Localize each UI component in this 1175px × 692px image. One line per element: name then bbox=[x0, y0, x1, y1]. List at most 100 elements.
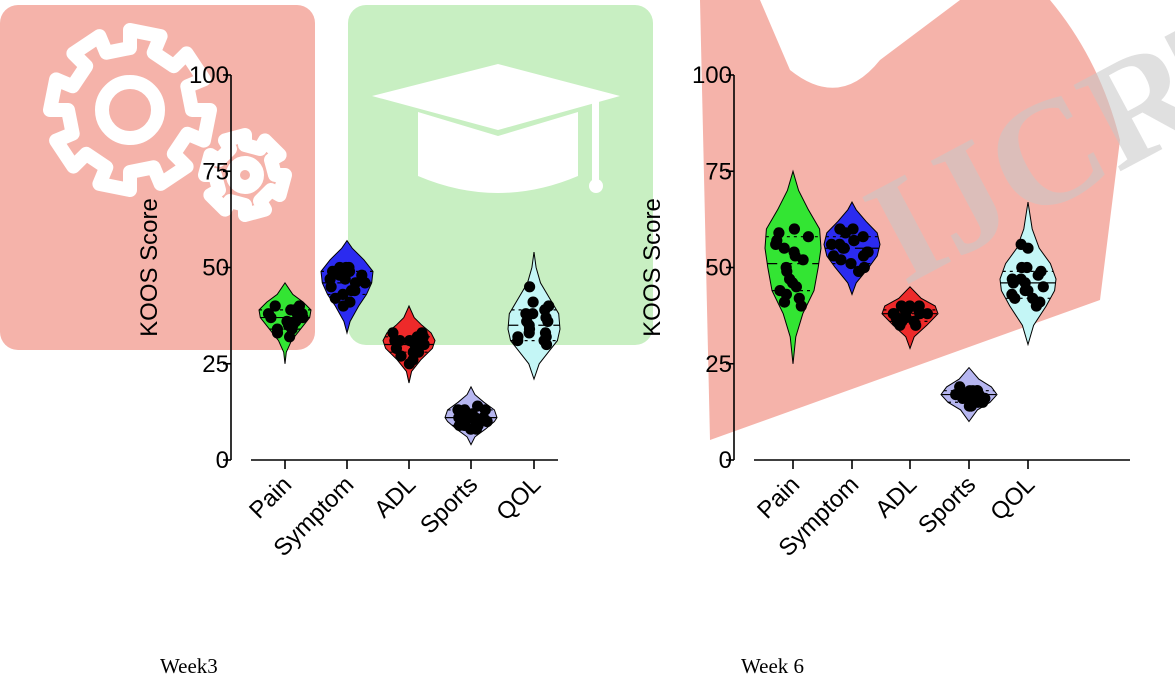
data-point bbox=[271, 323, 283, 335]
violin-shape bbox=[999, 202, 1057, 347]
data-point bbox=[1015, 273, 1027, 285]
data-point bbox=[293, 300, 305, 312]
y-tick-label: 100 bbox=[189, 62, 229, 89]
data-point bbox=[512, 331, 524, 343]
data-point bbox=[778, 242, 790, 254]
data-point bbox=[788, 246, 800, 258]
data-point bbox=[1021, 261, 1033, 274]
data-point bbox=[891, 315, 903, 327]
data-point bbox=[1035, 265, 1047, 277]
y-tick-label: 75 bbox=[705, 158, 732, 185]
data-point bbox=[858, 261, 870, 274]
data-point bbox=[540, 338, 553, 351]
watermark-red-panel-right bbox=[700, 0, 1120, 440]
watermark-green-panel bbox=[348, 5, 653, 345]
data-point bbox=[1019, 285, 1031, 297]
data-point bbox=[394, 335, 406, 347]
data-point bbox=[773, 227, 785, 239]
x-tick-label-qol: QOL bbox=[985, 471, 1040, 526]
x-tick-label-sports: Sports bbox=[415, 471, 483, 539]
data-point bbox=[527, 296, 539, 308]
data-point bbox=[337, 288, 349, 300]
data-point bbox=[1037, 281, 1049, 293]
data-point bbox=[787, 277, 799, 289]
violin-pain bbox=[764, 169, 822, 364]
data-point bbox=[262, 308, 275, 320]
x-tick-label-pain: Pain bbox=[752, 471, 805, 524]
data-point bbox=[408, 346, 421, 358]
violin-symptom bbox=[823, 201, 881, 296]
watermark-red-panel-left bbox=[0, 5, 315, 350]
caption-week3: Week3 bbox=[160, 654, 218, 678]
data-point bbox=[539, 327, 552, 339]
violin-adl bbox=[382, 304, 436, 384]
gear-icon bbox=[43, 23, 217, 197]
data-point bbox=[780, 288, 792, 300]
data-point bbox=[1015, 238, 1027, 250]
data-point bbox=[904, 300, 916, 312]
violin-symptom bbox=[320, 239, 374, 335]
graduation-cap-icon bbox=[372, 64, 620, 193]
data-point bbox=[971, 385, 983, 397]
data-point bbox=[954, 381, 966, 393]
data-point bbox=[834, 223, 846, 235]
data-point bbox=[834, 238, 846, 250]
data-point bbox=[857, 231, 869, 243]
data-point bbox=[520, 308, 532, 320]
data-point bbox=[344, 296, 356, 308]
data-point bbox=[895, 300, 907, 312]
data-point bbox=[356, 269, 368, 281]
y-tick-label: 50 bbox=[202, 255, 229, 282]
data-point bbox=[913, 300, 925, 312]
y-tick-label: 50 bbox=[705, 255, 732, 282]
y-axis-label: KOOS Score bbox=[639, 198, 666, 337]
data-point bbox=[345, 285, 357, 297]
data-point bbox=[339, 273, 351, 285]
violin-shape bbox=[764, 169, 822, 364]
data-point bbox=[543, 300, 555, 312]
y-tick-label: 0 bbox=[719, 447, 732, 474]
violin-qol bbox=[507, 252, 561, 381]
data-point bbox=[285, 304, 297, 316]
x-tick-label-adl: ADL bbox=[369, 471, 421, 523]
data-point bbox=[472, 400, 484, 412]
data-point bbox=[788, 223, 800, 235]
y-tick-label: 25 bbox=[705, 351, 732, 378]
x-tick-label-adl: ADL bbox=[870, 471, 922, 523]
y-axis-label: KOOS Score bbox=[136, 198, 163, 337]
data-point bbox=[1006, 288, 1018, 300]
x-tick-label-qol: QOL bbox=[491, 471, 546, 526]
y-tick-label: 25 bbox=[202, 351, 229, 378]
data-point bbox=[847, 223, 859, 235]
data-point bbox=[825, 238, 838, 250]
violin-sports bbox=[444, 385, 498, 446]
data-point bbox=[793, 292, 805, 304]
y-tick-label: 0 bbox=[216, 447, 229, 474]
data-point bbox=[416, 327, 428, 339]
violin-adl bbox=[881, 286, 939, 350]
data-point bbox=[802, 231, 814, 243]
x-tick-label-pain: Pain bbox=[244, 471, 297, 524]
data-point bbox=[524, 281, 536, 293]
data-point bbox=[269, 300, 281, 312]
data-point bbox=[977, 396, 989, 408]
y-tick-label: 75 bbox=[202, 158, 229, 185]
data-point bbox=[780, 261, 792, 274]
data-point bbox=[848, 235, 860, 247]
data-point bbox=[459, 404, 471, 416]
violin-sports bbox=[940, 366, 998, 423]
violin-pain bbox=[258, 282, 312, 364]
data-point bbox=[340, 261, 352, 274]
caption-week6: Week 6 bbox=[741, 654, 805, 678]
data-point bbox=[861, 246, 873, 258]
data-point bbox=[290, 315, 302, 327]
x-tick-label-sports: Sports bbox=[913, 471, 981, 539]
data-point bbox=[387, 327, 399, 339]
data-point bbox=[459, 415, 471, 428]
data-point bbox=[828, 250, 840, 262]
gear-icon bbox=[198, 128, 292, 222]
violin-qol bbox=[999, 202, 1057, 347]
data-point bbox=[921, 308, 933, 320]
